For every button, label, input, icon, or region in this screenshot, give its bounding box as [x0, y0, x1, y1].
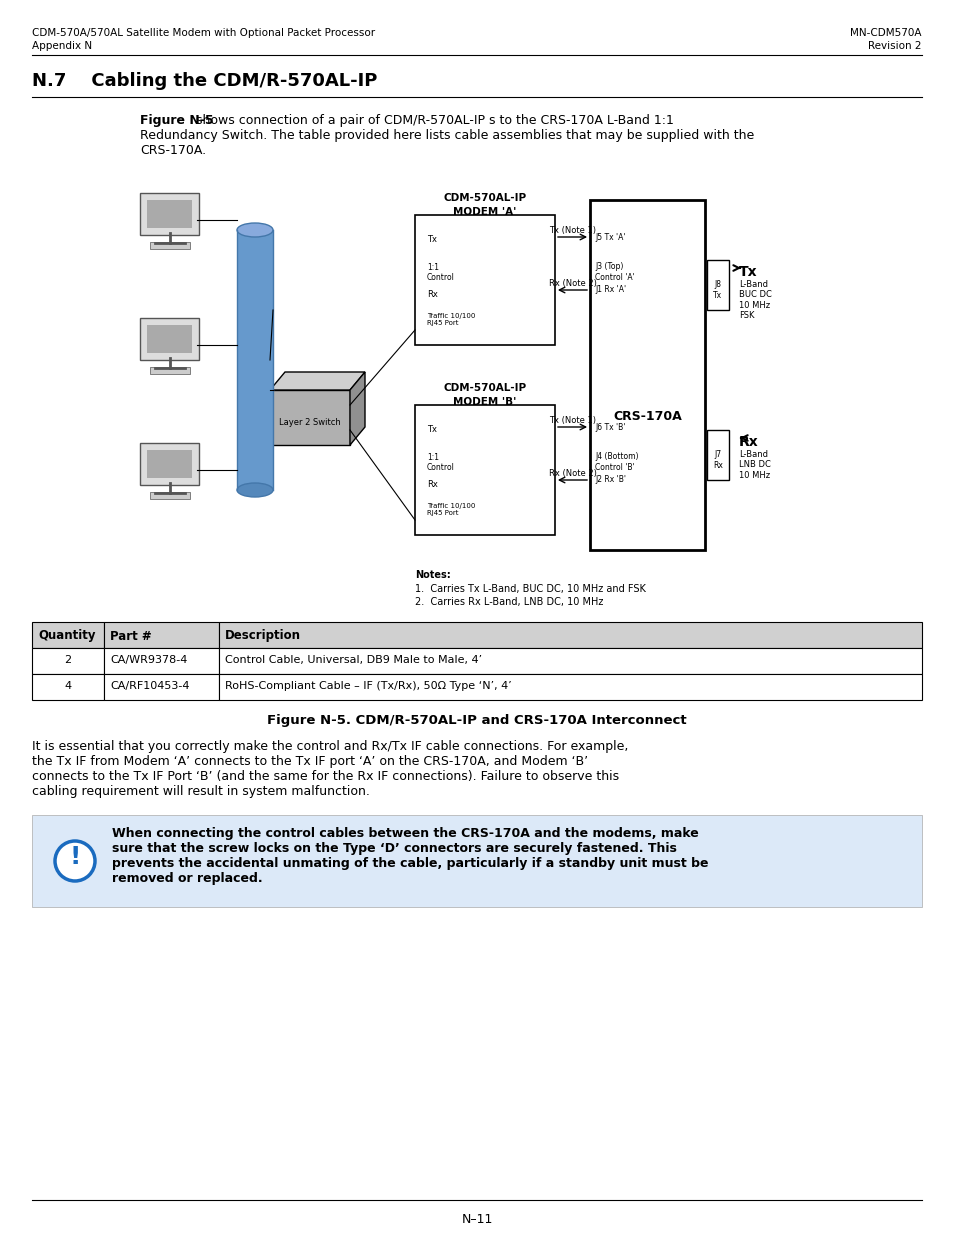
Text: Tx: Tx — [427, 235, 436, 245]
FancyBboxPatch shape — [706, 261, 728, 310]
Text: When connecting the control cables between the CRS-170A and the modems, make: When connecting the control cables betwe… — [112, 827, 698, 840]
FancyBboxPatch shape — [32, 815, 921, 906]
Text: !: ! — [70, 845, 81, 869]
Text: 2.  Carries Rx L-Band, LNB DC, 10 MHz: 2. Carries Rx L-Band, LNB DC, 10 MHz — [415, 597, 602, 606]
Text: connects to the Tx IF Port ‘B’ (and the same for the Rx IF connections). Failure: connects to the Tx IF Port ‘B’ (and the … — [32, 769, 618, 783]
Text: shows connection of a pair of CDM/R-570AL-IP s to the CRS-170A L-Band 1:1: shows connection of a pair of CDM/R-570A… — [192, 114, 673, 127]
FancyBboxPatch shape — [150, 367, 190, 374]
FancyBboxPatch shape — [148, 450, 193, 478]
Text: Control Cable, Universal, DB9 Male to Male, 4’: Control Cable, Universal, DB9 Male to Ma… — [225, 655, 481, 664]
Text: Rx: Rx — [427, 480, 437, 489]
Text: CDM-570A/570AL Satellite Modem with Optional Packet Processor: CDM-570A/570AL Satellite Modem with Opti… — [32, 28, 375, 38]
Text: 2: 2 — [65, 655, 71, 664]
FancyBboxPatch shape — [140, 317, 199, 359]
FancyBboxPatch shape — [104, 674, 219, 700]
FancyBboxPatch shape — [415, 405, 555, 535]
FancyBboxPatch shape — [270, 390, 350, 445]
Text: Layer 2 Switch: Layer 2 Switch — [279, 417, 340, 427]
Text: CDM-570AL-IP: CDM-570AL-IP — [443, 193, 526, 203]
FancyBboxPatch shape — [140, 443, 199, 485]
Text: J4 (Bottom)
Control 'B': J4 (Bottom) Control 'B' — [595, 452, 638, 472]
Text: 1:1
Control: 1:1 Control — [427, 453, 455, 473]
FancyBboxPatch shape — [148, 325, 193, 353]
Text: MODEM 'A': MODEM 'A' — [453, 207, 517, 217]
Text: CDM-570AL-IP: CDM-570AL-IP — [443, 383, 526, 393]
Text: CRS-170A: CRS-170A — [613, 410, 681, 424]
Text: L-Band
LNB DC
10 MHz: L-Band LNB DC 10 MHz — [739, 450, 770, 480]
Text: RoHS-Compliant Cable – IF (Tx/Rx), 50Ω Type ‘N’, 4’: RoHS-Compliant Cable – IF (Tx/Rx), 50Ω T… — [225, 680, 511, 692]
Text: Traffic 10/100
RJ45 Port: Traffic 10/100 RJ45 Port — [427, 312, 475, 326]
Text: N–11: N–11 — [461, 1213, 492, 1226]
Text: Traffic 10/100
RJ45 Port: Traffic 10/100 RJ45 Port — [427, 503, 475, 516]
Text: Rx (Note 2): Rx (Note 2) — [548, 279, 596, 288]
Text: Tx: Tx — [427, 425, 436, 433]
Text: J3 (Top)
Control 'A': J3 (Top) Control 'A' — [595, 262, 634, 282]
Text: J8
Tx: J8 Tx — [713, 280, 721, 300]
Text: Redundancy Switch. The table provided here lists cable assemblies that may be su: Redundancy Switch. The table provided he… — [140, 128, 754, 142]
Text: CA/RF10453-4: CA/RF10453-4 — [110, 680, 190, 692]
Text: J7
Rx: J7 Rx — [712, 451, 722, 469]
FancyBboxPatch shape — [150, 242, 190, 249]
Polygon shape — [350, 372, 365, 445]
Text: Figure N-5: Figure N-5 — [140, 114, 213, 127]
Text: MODEM 'B': MODEM 'B' — [453, 396, 517, 408]
FancyBboxPatch shape — [32, 648, 104, 674]
Text: Notes:: Notes: — [415, 571, 450, 580]
Text: J2 Rx 'B': J2 Rx 'B' — [595, 475, 625, 484]
Text: Tx: Tx — [739, 266, 757, 279]
Text: MN-CDM570A: MN-CDM570A — [850, 28, 921, 38]
FancyBboxPatch shape — [219, 622, 921, 648]
Text: the Tx IF from Modem ‘A’ connects to the Tx IF port ‘A’ on the CRS-170A, and Mod: the Tx IF from Modem ‘A’ connects to the… — [32, 755, 587, 768]
Text: Part #: Part # — [110, 630, 152, 642]
FancyBboxPatch shape — [415, 215, 555, 345]
Text: J5 Tx 'A': J5 Tx 'A' — [595, 232, 625, 242]
Text: Rx: Rx — [739, 435, 758, 450]
Text: removed or replaced.: removed or replaced. — [112, 872, 262, 885]
Text: J6 Tx 'B': J6 Tx 'B' — [595, 422, 625, 431]
Text: L-Band
BUC DC
10 MHz
FSK: L-Band BUC DC 10 MHz FSK — [739, 280, 771, 320]
Text: Tx (Note 1): Tx (Note 1) — [548, 226, 596, 235]
FancyBboxPatch shape — [32, 622, 104, 648]
FancyBboxPatch shape — [32, 674, 104, 700]
FancyBboxPatch shape — [706, 430, 728, 480]
Text: It is essential that you correctly make the control and Rx/Tx IF cable connectio: It is essential that you correctly make … — [32, 740, 628, 753]
Text: CRS-170A.: CRS-170A. — [140, 144, 206, 157]
FancyBboxPatch shape — [219, 648, 921, 674]
FancyBboxPatch shape — [219, 674, 921, 700]
Ellipse shape — [236, 483, 273, 496]
Ellipse shape — [236, 224, 273, 237]
FancyBboxPatch shape — [589, 200, 704, 550]
Text: CA/WR9378-4: CA/WR9378-4 — [110, 655, 187, 664]
FancyBboxPatch shape — [236, 230, 273, 490]
FancyBboxPatch shape — [148, 200, 193, 228]
Text: Rx (Note 2): Rx (Note 2) — [548, 469, 596, 478]
Text: Description: Description — [225, 630, 301, 642]
FancyBboxPatch shape — [104, 622, 219, 648]
FancyBboxPatch shape — [150, 492, 190, 499]
Text: Rx: Rx — [427, 290, 437, 299]
Text: Tx (Note 1): Tx (Note 1) — [548, 416, 596, 425]
Text: 1.  Carries Tx L-Band, BUC DC, 10 MHz and FSK: 1. Carries Tx L-Band, BUC DC, 10 MHz and… — [415, 584, 645, 594]
Text: prevents the accidental unmating of the cable, particularly if a standby unit mu: prevents the accidental unmating of the … — [112, 857, 708, 869]
Text: Quantity: Quantity — [38, 630, 95, 642]
Text: Appendix N: Appendix N — [32, 41, 92, 51]
Text: 1:1
Control: 1:1 Control — [427, 263, 455, 283]
Text: Revision 2: Revision 2 — [867, 41, 921, 51]
FancyBboxPatch shape — [140, 193, 199, 235]
FancyBboxPatch shape — [104, 648, 219, 674]
Text: 4: 4 — [65, 680, 71, 692]
Circle shape — [55, 841, 95, 881]
Text: N.7    Cabling the CDM/R-570AL-IP: N.7 Cabling the CDM/R-570AL-IP — [32, 72, 377, 90]
Text: cabling requirement will result in system malfunction.: cabling requirement will result in syste… — [32, 785, 370, 798]
Text: sure that the screw locks on the Type ‘D’ connectors are securely fastened. This: sure that the screw locks on the Type ‘D… — [112, 842, 677, 855]
Polygon shape — [270, 372, 365, 390]
Text: J1 Rx 'A': J1 Rx 'A' — [595, 285, 625, 294]
Text: Figure N-5. CDM/R-570AL-IP and CRS-170A Interconnect: Figure N-5. CDM/R-570AL-IP and CRS-170A … — [267, 714, 686, 727]
